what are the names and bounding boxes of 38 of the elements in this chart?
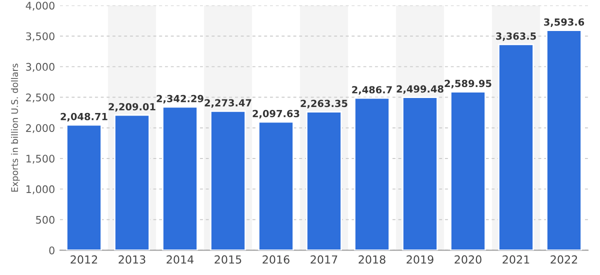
data-label: 2,209.01 <box>108 103 156 112</box>
data-label: 2,048.71 <box>60 112 108 122</box>
bar <box>450 91 486 250</box>
y-tick-label: 500 <box>36 216 54 224</box>
y-tick-label: 3,000 <box>26 62 54 72</box>
y-tick-label: 3,500 <box>26 32 54 42</box>
data-label: 2,486.7 <box>352 86 392 95</box>
data-label: 2,263.35 <box>300 100 348 108</box>
data-label: 2,273.47 <box>204 99 252 108</box>
x-tick-label: 2014 <box>166 255 194 264</box>
x-tick-label: 2017 <box>310 255 338 264</box>
data-label: 2,342.29 <box>156 94 204 104</box>
y-tick-label: 2,500 <box>26 94 54 102</box>
y-tick-label: 4,000 <box>26 2 54 11</box>
x-tick-label: 2012 <box>70 255 98 264</box>
bar <box>258 121 294 250</box>
y-tick-label: 0 <box>49 246 54 254</box>
x-tick-label: 2015 <box>214 255 242 264</box>
bar <box>162 106 198 250</box>
data-label: 2,589.95 <box>444 80 492 88</box>
x-tick-label: 2021 <box>502 255 530 264</box>
data-label: 2,499.48 <box>396 85 444 94</box>
bar <box>546 30 582 250</box>
y-tick-label: 1,500 <box>26 154 54 164</box>
y-tick-label: 1,000 <box>26 185 54 194</box>
y-tick-label: 2,000 <box>26 124 54 134</box>
x-tick-label: 2020 <box>454 255 482 264</box>
x-tick-label: 2022 <box>550 255 578 264</box>
bar <box>66 124 102 250</box>
data-label: 3,363.5 <box>496 32 536 42</box>
x-tick-label: 2013 <box>118 255 146 264</box>
bar <box>354 97 390 250</box>
y-axis-title: Exports in billion U.S. dollars <box>11 64 20 192</box>
data-label: 2,097.63 <box>252 110 300 118</box>
x-tick-label: 2019 <box>406 255 434 264</box>
x-tick-label: 2016 <box>262 255 290 264</box>
data-label: 3,593.6 <box>544 18 584 27</box>
x-tick-label: 2018 <box>358 255 386 264</box>
